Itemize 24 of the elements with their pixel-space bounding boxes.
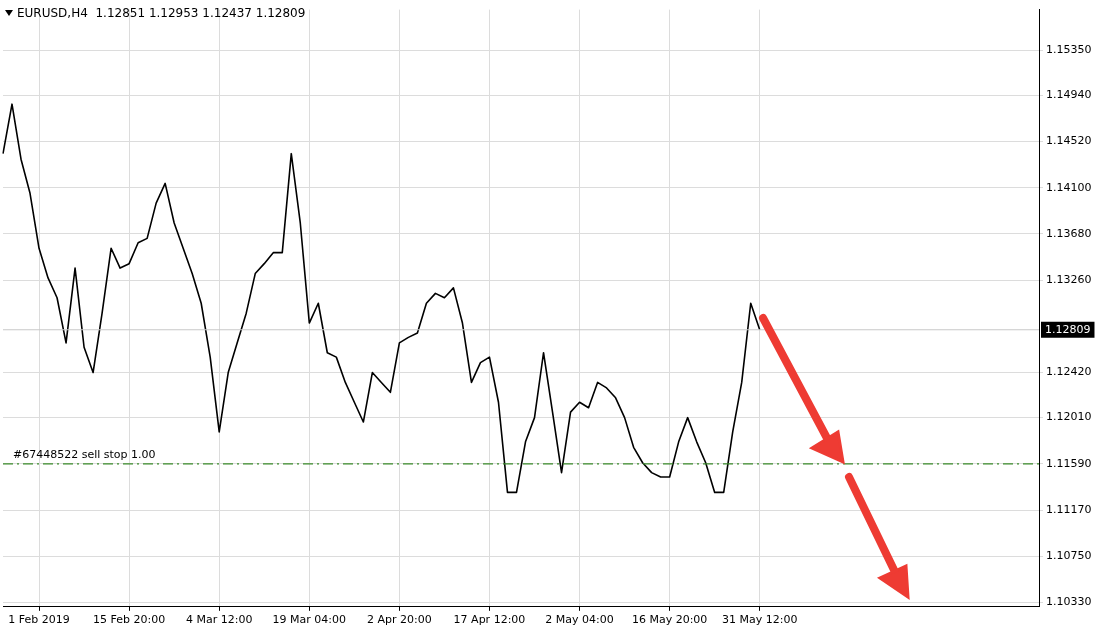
- y-tick-label: 1.10750: [1046, 549, 1092, 563]
- x-tick-label: 2 Apr 20:00: [367, 613, 432, 627]
- x-tick-label: 1 Feb 2019: [8, 613, 70, 627]
- x-tick-label: 19 Mar 04:00: [272, 613, 347, 627]
- y-tick-label: 1.12420: [1046, 365, 1092, 379]
- x-tick-label: 2 May 04:00: [545, 613, 614, 627]
- x-tick-label: 17 Apr 12:00: [453, 613, 526, 627]
- chart-title: EURUSD,H4 1.12851 1.12953 1.12437 1.12809: [17, 6, 306, 20]
- y-tick-label: 1.10330: [1046, 595, 1092, 609]
- x-tick-label: 4 Mar 12:00: [185, 613, 253, 627]
- ref-line-label: #67448522 sell stop 1.00: [13, 448, 156, 462]
- x-tick-label: 31 May 12:00: [722, 613, 798, 627]
- y-tick-label: 1.12010: [1046, 410, 1092, 424]
- y-tick-label: 1.11590: [1046, 456, 1092, 470]
- y-tick-label: 1.13260: [1046, 273, 1092, 287]
- y-tick-label: 1.13680: [1046, 226, 1092, 240]
- x-tick-label: 16 May 20:00: [631, 613, 708, 627]
- x-tick-label: 15 Feb 20:00: [93, 613, 166, 627]
- ref-line-label: 1.12809: [1045, 322, 1091, 336]
- y-tick-label: 1.14520: [1046, 134, 1092, 148]
- y-tick-label: 1.15350: [1046, 43, 1092, 57]
- y-tick-label: 1.14100: [1046, 180, 1092, 194]
- y-tick-label: 1.11170: [1046, 502, 1092, 516]
- y-tick-label: 1.14940: [1046, 88, 1092, 102]
